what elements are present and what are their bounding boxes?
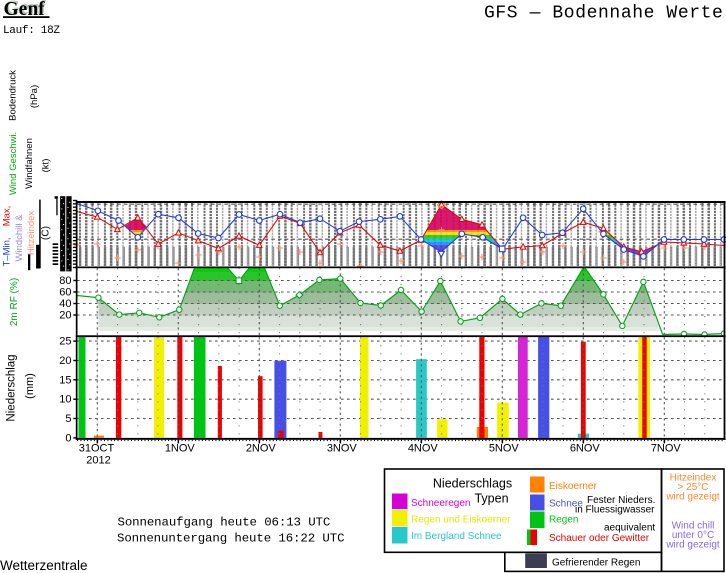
svg-text:(kt): (kt) (41, 159, 52, 173)
svg-text:(mm): (mm) (24, 373, 36, 399)
svg-text:0: 0 (65, 432, 71, 444)
svg-text:Schauer oder Gewitter: Schauer oder Gewitter (549, 533, 650, 544)
svg-text:Schneeregen: Schneeregen (411, 498, 471, 509)
svg-text:25: 25 (59, 336, 71, 348)
svg-text:Windfahnen: Windfahnen (24, 138, 35, 189)
svg-text:Gefrierender Regen: Gefrierender Regen (552, 558, 640, 569)
svg-text:wird gezeigt: wird gezeigt (665, 540, 720, 551)
svg-text:40: 40 (59, 298, 71, 310)
svg-text:3NOV: 3NOV (327, 443, 358, 455)
svg-text:Hitzeindex: Hitzeindex (670, 473, 717, 484)
svg-text:in Fluessigwasser: in Fluessigwasser (575, 505, 655, 516)
svg-text:20: 20 (59, 355, 71, 367)
svg-text:Schnee: Schnee (549, 499, 583, 510)
svg-text:Regen: Regen (549, 515, 578, 526)
svg-text:60: 60 (59, 287, 71, 299)
svg-text:Wind Geschwi.: Wind Geschwi. (8, 132, 19, 195)
svg-text:4NOV: 4NOV (408, 443, 439, 455)
svg-text:2NOV: 2NOV (246, 443, 277, 455)
svg-text:(hPa): (hPa) (29, 85, 40, 108)
svg-text:Bodendruck: Bodendruck (8, 70, 19, 121)
svg-text:Im Bergland Schnee: Im Bergland Schnee (411, 531, 502, 542)
svg-text:Niederschlag: Niederschlag (6, 354, 18, 421)
svg-text:2m RF (%): 2m RF (%) (9, 278, 20, 326)
svg-text:aequivalent: aequivalent (604, 523, 655, 534)
svg-text:T–Min,: T–Min, (2, 237, 13, 266)
svg-text:Sonnenuntergang heute 16:22 UT: Sonnenuntergang heute 16:22 UTC (117, 532, 344, 546)
svg-text:31OCT: 31OCT (79, 443, 115, 455)
svg-text:Niederschlags: Niederschlags (433, 477, 512, 491)
svg-text:Sonnenaufgang heute 06:13 UTC: Sonnenaufgang heute 06:13 UTC (118, 516, 331, 530)
svg-text:1NOV: 1NOV (165, 443, 196, 455)
svg-text:> 25°C: > 25°C (678, 482, 709, 493)
svg-text:Regen und Eiskoerner: Regen und Eiskoerner (411, 515, 511, 526)
svg-text:Windchill &: Windchill & (14, 214, 25, 262)
svg-text:Genf: Genf (5, 0, 47, 19)
svg-text:20: 20 (59, 310, 71, 322)
svg-text:Hitzeindex: Hitzeindex (26, 211, 37, 256)
svg-text:7NOV: 7NOV (651, 443, 682, 455)
svg-text:unter 0°C: unter 0°C (672, 530, 714, 541)
svg-text:2012: 2012 (86, 455, 110, 467)
svg-text:Typen: Typen (474, 492, 508, 506)
svg-text:5NOV: 5NOV (489, 443, 520, 455)
svg-text:Lauf: 18Z: Lauf: 18Z (3, 25, 60, 37)
svg-text:(C): (C) (41, 226, 52, 240)
svg-text:Eiskoerner: Eiskoerner (549, 481, 597, 492)
svg-text:80: 80 (59, 275, 71, 287)
svg-text:5: 5 (65, 413, 71, 425)
svg-text:GFS — Bodennahe Werte: GFS — Bodennahe Werte (484, 4, 723, 24)
svg-text:15: 15 (59, 374, 71, 386)
svg-text:Wind chill: Wind chill (672, 521, 715, 532)
svg-text:Genf: Genf (4, 0, 46, 20)
svg-text:Fester Nieders.: Fester Nieders. (587, 495, 655, 506)
svg-text:6NOV: 6NOV (570, 443, 601, 455)
svg-text:wird gezeigt: wird gezeigt (665, 492, 720, 503)
svg-text:Wetterzentrale: Wetterzentrale (0, 558, 88, 573)
svg-text:10: 10 (59, 394, 71, 406)
svg-text:Max,: Max, (2, 206, 13, 227)
